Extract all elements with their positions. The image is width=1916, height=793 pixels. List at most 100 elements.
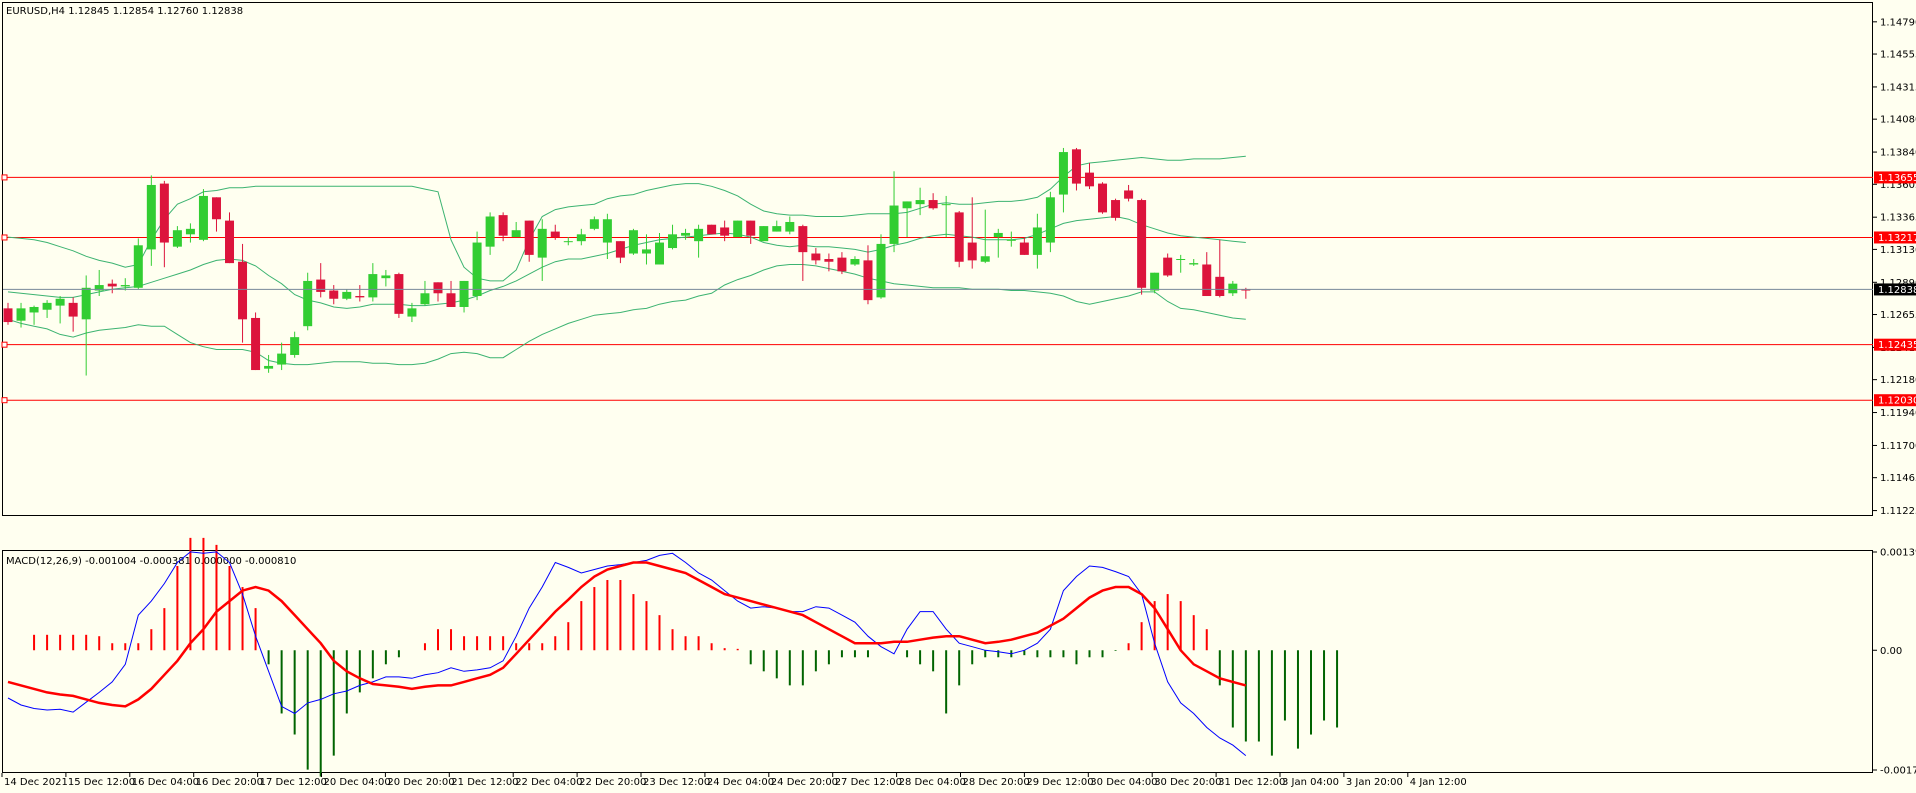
- candle-body: [615, 241, 625, 258]
- candle-body: [146, 184, 156, 250]
- time-tick-label: 30 Dec 20:00: [1154, 777, 1221, 788]
- candle-body: [954, 212, 964, 262]
- candle-body: [1058, 152, 1068, 195]
- candle-body: [16, 308, 26, 321]
- time-tick-label: 3 Jan 20:00: [1346, 777, 1403, 788]
- candle-body: [694, 228, 704, 242]
- candle-body: [1006, 239, 1016, 241]
- candle-body: [1084, 172, 1094, 187]
- candle-body: [238, 261, 248, 320]
- candle-body: [928, 200, 938, 209]
- candle-body: [759, 226, 769, 242]
- candle-body: [342, 291, 352, 299]
- time-tick-label: 20 Dec 04:00: [324, 777, 391, 788]
- price-tick-label: 1.14555: [1880, 50, 1916, 61]
- candle-body: [1176, 259, 1186, 260]
- candle-body: [720, 227, 730, 236]
- candle-body: [511, 230, 521, 238]
- bid-line: 1.12838: [3, 283, 1916, 296]
- candle-body: [876, 243, 886, 298]
- candle-body: [537, 228, 547, 258]
- candle-body: [772, 226, 782, 232]
- candle-body: [316, 279, 326, 292]
- price-level-box: [1874, 338, 1916, 351]
- candle-body: [1098, 183, 1108, 213]
- candle-body: [459, 280, 469, 307]
- horizontal-lines[interactable]: 1.13655 1.13217 1.12435 1.12030: [1, 171, 1916, 407]
- candle-body: [485, 216, 495, 247]
- candle-body: [1228, 283, 1238, 294]
- band-lower-line: [7, 264, 1246, 366]
- candle-body: [798, 226, 808, 253]
- candle-body: [1189, 263, 1199, 265]
- candle-body: [185, 228, 195, 235]
- candle-body: [655, 242, 664, 265]
- time-tick-label: 17 Dec 12:00: [260, 777, 327, 788]
- candle-body: [329, 290, 339, 299]
- candle-body: [1137, 200, 1147, 288]
- current-price-box: [1874, 283, 1916, 296]
- time-tick-label: 28 Dec 04:00: [899, 777, 966, 788]
- candle-body: [277, 353, 287, 365]
- time-tick-label: 14 Dec 2021: [4, 777, 68, 788]
- candle-body: [941, 204, 951, 206]
- time-tick-label: 29 Dec 12:00: [1026, 777, 1093, 788]
- candle-body: [967, 242, 977, 261]
- candle-body: [159, 183, 169, 243]
- current-price-label: 1.12838: [1878, 285, 1916, 296]
- time-tick-label: 21 Dec 12:00: [451, 777, 518, 788]
- candle-body: [837, 257, 847, 272]
- macd-indicator: 0.001399 0.00 -0.001705: [7, 537, 1916, 777]
- candle-body: [863, 260, 873, 301]
- price-level-label: 1.12030: [1878, 396, 1916, 407]
- candle-body: [1111, 200, 1121, 218]
- horizontal-line-handle: [1, 234, 8, 241]
- price-tick-label: 1.12890: [1880, 278, 1916, 289]
- time-tick-label: 23 Dec 12:00: [643, 777, 710, 788]
- price-level-box: [1874, 171, 1916, 184]
- candle-body: [602, 219, 612, 243]
- price-tick-label: 1.13130: [1880, 245, 1916, 256]
- price-tick-label: 1.11940: [1880, 408, 1916, 419]
- candle-body: [368, 274, 378, 298]
- time-tick-label: 22 Dec 04:00: [515, 777, 582, 788]
- candle-body: [55, 298, 65, 306]
- time-tick-label: 24 Dec 20:00: [771, 777, 838, 788]
- macd-tick-label: 0.00: [1880, 646, 1902, 657]
- time-tick-label: 15 Dec 12:00: [68, 777, 135, 788]
- price-level-label: 1.13655: [1878, 173, 1916, 184]
- candle-body: [902, 201, 912, 209]
- candles: [3, 147, 1251, 376]
- price-tick-label: 1.13365: [1880, 213, 1916, 224]
- symbol-label: EURUSD,H4 1.12845 1.12854 1.12760 1.1283…: [6, 6, 243, 17]
- price-tick-label: 1.14315: [1880, 82, 1916, 93]
- candle-body: [1215, 276, 1225, 297]
- price-tick-label: 1.12655: [1880, 310, 1916, 321]
- time-tick-label: 16 Dec 04:00: [132, 777, 199, 788]
- candle-body: [1163, 257, 1173, 276]
- candle-body: [850, 259, 860, 265]
- candle-body: [107, 283, 117, 287]
- time-tick-label: 31 Dec 12:00: [1218, 777, 1285, 788]
- time-tick-label: 30 Dec 04:00: [1090, 777, 1157, 788]
- macd-tick-label: 0.001399: [1880, 548, 1916, 559]
- band-upper-line: [7, 155, 1246, 282]
- time-tick-label: 4 Jan 12:00: [1410, 777, 1467, 788]
- candle-body: [628, 230, 638, 254]
- price-level-label: 1.13217: [1878, 233, 1916, 244]
- candle-body: [707, 224, 717, 235]
- candle-body: [824, 259, 834, 262]
- candle-body: [68, 302, 78, 317]
- candle-body: [198, 195, 208, 240]
- candle-body: [733, 220, 743, 238]
- candle-body: [120, 285, 130, 287]
- price-tick-label: 1.12180: [1880, 375, 1916, 386]
- price-pane-frame: [2, 2, 1873, 516]
- candle-body: [290, 337, 300, 355]
- price-tick-label: 1.11700: [1880, 441, 1916, 452]
- candle-body: [1019, 242, 1029, 255]
- candle-body: [472, 242, 482, 297]
- candle-body: [94, 285, 104, 291]
